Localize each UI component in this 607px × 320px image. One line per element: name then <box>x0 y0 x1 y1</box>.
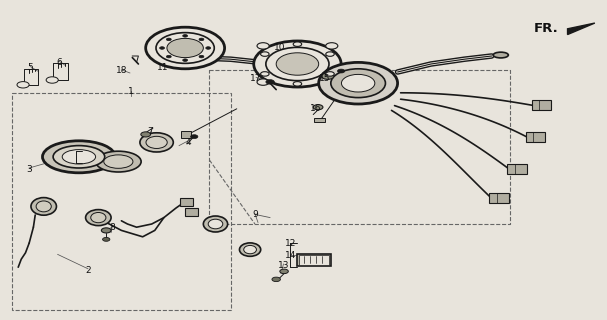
Text: 13: 13 <box>278 261 289 270</box>
Bar <box>297 254 331 266</box>
Circle shape <box>266 47 329 81</box>
Ellipse shape <box>53 146 104 168</box>
Circle shape <box>326 79 338 85</box>
Circle shape <box>183 35 188 37</box>
Bar <box>181 131 191 138</box>
Circle shape <box>46 77 58 83</box>
Ellipse shape <box>104 155 133 168</box>
Text: 9: 9 <box>252 210 258 219</box>
Circle shape <box>254 41 341 87</box>
Circle shape <box>146 27 225 69</box>
Circle shape <box>160 47 164 49</box>
Circle shape <box>272 277 280 282</box>
Circle shape <box>166 55 171 58</box>
Ellipse shape <box>63 150 96 164</box>
Circle shape <box>313 105 323 110</box>
Text: 1: 1 <box>127 87 134 96</box>
Circle shape <box>257 43 269 49</box>
Text: 6: 6 <box>56 58 63 67</box>
Circle shape <box>141 132 151 137</box>
Polygon shape <box>568 23 595 35</box>
Ellipse shape <box>42 141 115 173</box>
Ellipse shape <box>86 210 111 226</box>
Circle shape <box>199 55 204 58</box>
Circle shape <box>191 135 198 139</box>
Circle shape <box>293 42 302 46</box>
Text: 12: 12 <box>285 239 296 248</box>
Bar <box>532 100 551 110</box>
Bar <box>489 193 509 203</box>
Text: 8: 8 <box>109 223 115 232</box>
Text: 14: 14 <box>285 252 296 260</box>
Ellipse shape <box>91 212 106 223</box>
Circle shape <box>103 237 110 241</box>
Circle shape <box>257 79 269 85</box>
Circle shape <box>326 52 334 56</box>
Bar <box>185 208 198 216</box>
Bar <box>299 255 329 265</box>
Ellipse shape <box>319 62 398 104</box>
Text: 3: 3 <box>26 165 32 174</box>
Text: 2: 2 <box>85 266 91 275</box>
Circle shape <box>260 72 269 76</box>
Circle shape <box>166 38 171 41</box>
Text: 16: 16 <box>310 104 321 113</box>
Text: 10: 10 <box>274 44 285 52</box>
Circle shape <box>17 82 29 88</box>
Ellipse shape <box>243 245 256 254</box>
Text: 7: 7 <box>148 127 154 136</box>
Text: 17: 17 <box>251 74 262 83</box>
Circle shape <box>183 59 188 61</box>
Bar <box>180 198 193 206</box>
Circle shape <box>266 80 274 84</box>
Circle shape <box>326 72 334 76</box>
Circle shape <box>326 43 338 49</box>
Text: FR.: FR. <box>534 22 558 35</box>
Circle shape <box>337 69 345 73</box>
Ellipse shape <box>140 133 174 152</box>
Circle shape <box>206 47 211 49</box>
Text: 5: 5 <box>27 63 33 72</box>
Circle shape <box>167 38 203 58</box>
Text: 15: 15 <box>319 74 330 83</box>
Bar <box>507 164 527 174</box>
Circle shape <box>101 228 111 233</box>
Ellipse shape <box>31 197 56 215</box>
Text: 11: 11 <box>157 63 168 72</box>
Ellipse shape <box>239 243 260 256</box>
Circle shape <box>280 269 288 274</box>
Ellipse shape <box>493 52 508 58</box>
Ellipse shape <box>208 219 223 229</box>
Text: 4: 4 <box>185 138 191 147</box>
Ellipse shape <box>36 201 51 212</box>
Circle shape <box>260 52 269 56</box>
Ellipse shape <box>203 216 228 232</box>
Bar <box>314 118 325 122</box>
Circle shape <box>199 38 204 41</box>
Ellipse shape <box>146 136 168 148</box>
Circle shape <box>276 53 319 75</box>
Circle shape <box>322 73 334 79</box>
Text: 18: 18 <box>116 66 127 75</box>
Ellipse shape <box>96 151 141 172</box>
Bar <box>12 93 231 310</box>
Ellipse shape <box>341 74 375 92</box>
Circle shape <box>156 33 214 63</box>
Circle shape <box>293 82 302 86</box>
Bar <box>526 132 545 142</box>
Ellipse shape <box>331 69 385 98</box>
